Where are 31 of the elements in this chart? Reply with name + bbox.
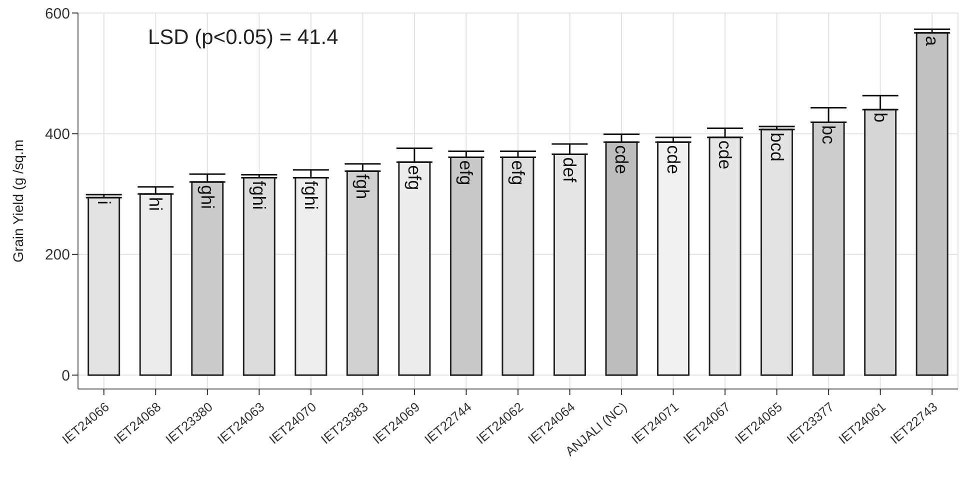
- y-axis-title: Grain Yield (g /sq.m: [10, 140, 26, 262]
- data-label: def: [560, 157, 580, 184]
- y-tick-label: 200: [44, 246, 70, 264]
- data-label: a: [922, 36, 942, 47]
- data-label: cde: [612, 145, 632, 174]
- bar: [657, 141, 690, 376]
- annotation: LSD (p<0.05) = 41.4: [148, 26, 338, 50]
- bar: [191, 181, 224, 376]
- bar: [450, 156, 482, 376]
- bar: [864, 108, 897, 376]
- data-label: bc: [818, 125, 839, 144]
- data-label: efg: [456, 160, 476, 186]
- data-label: bcd: [766, 132, 787, 162]
- data-label: hi: [146, 197, 166, 212]
- bar: [812, 121, 845, 376]
- data-label: cde: [663, 145, 684, 174]
- data-label: efg: [404, 165, 424, 190]
- y-tick-label: 0: [62, 367, 70, 384]
- data-label: fgh: [352, 174, 373, 200]
- data-label: cde: [715, 140, 736, 170]
- data-label: ghi: [197, 184, 218, 210]
- y-tick-label: 600: [44, 5, 70, 22]
- bar: [916, 32, 948, 376]
- bar: [346, 170, 379, 376]
- data-label: b: [870, 112, 890, 123]
- data-label: fghi: [300, 180, 321, 210]
- data-label: i: [94, 200, 114, 205]
- y-tick-label: 400: [44, 126, 70, 144]
- data-label: fghi: [249, 180, 270, 210]
- bar: [605, 141, 638, 376]
- data-label: efg: [508, 160, 528, 186]
